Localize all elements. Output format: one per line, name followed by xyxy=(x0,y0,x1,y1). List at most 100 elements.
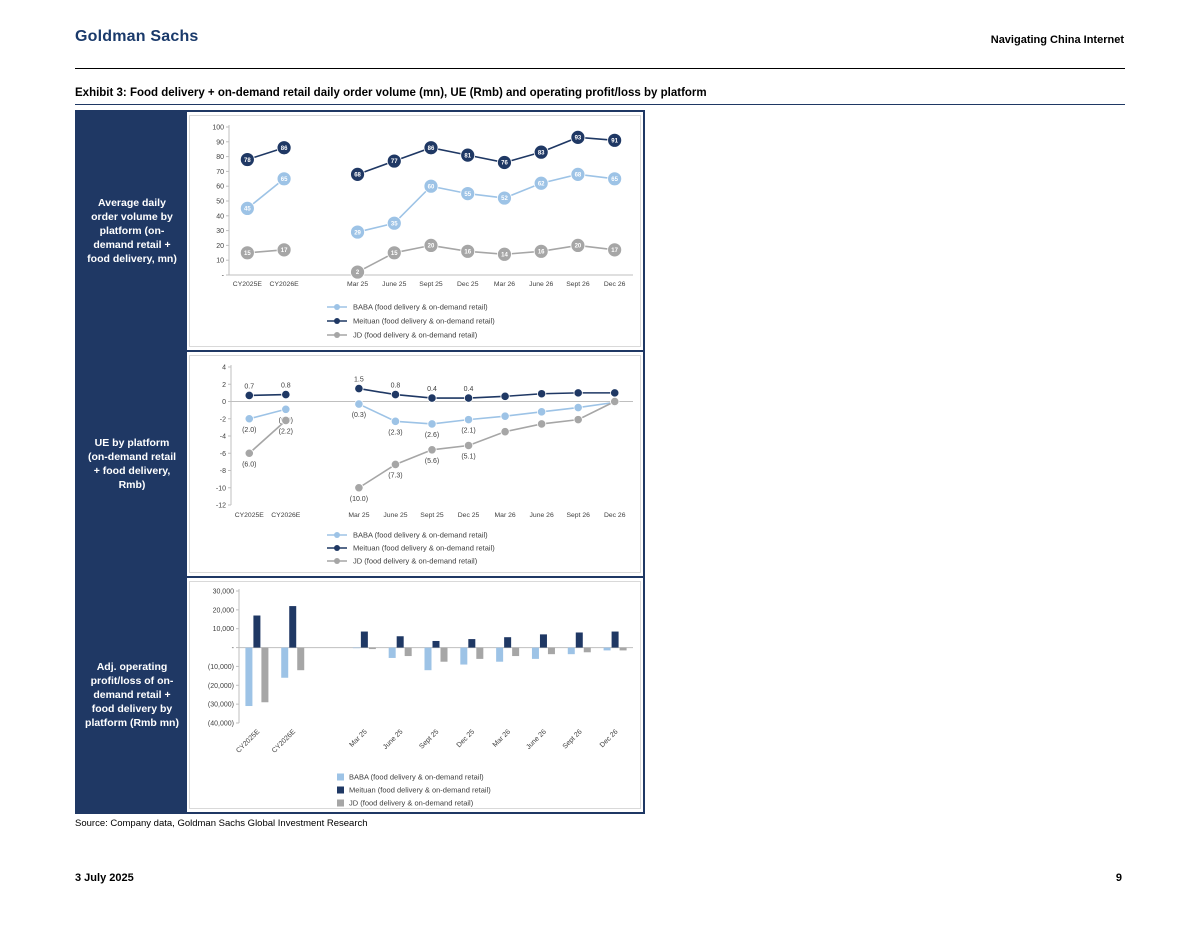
svg-text:10: 10 xyxy=(216,258,224,265)
svg-text:(0.3): (0.3) xyxy=(352,412,366,419)
svg-text:16: 16 xyxy=(464,250,471,256)
volume-line-chart: 100 90 80 70 60 50 40 30 20 10 - CY2025E CY2026E Mar … xyxy=(189,115,641,347)
svg-text:(40,000): (40,000) xyxy=(208,721,234,728)
svg-text:100: 100 xyxy=(212,125,224,132)
svg-text:(20,000): (20,000) xyxy=(208,683,234,690)
svg-text:Sept 25: Sept 25 xyxy=(419,281,443,288)
svg-text:(5.6): (5.6) xyxy=(425,458,439,465)
svg-text:91: 91 xyxy=(611,139,618,145)
svg-text:BABA (food delivery & on-deman: BABA (food delivery & on-demand retail) xyxy=(353,531,488,540)
svg-text:(2.0): (2.0) xyxy=(242,427,256,434)
svg-text:60: 60 xyxy=(216,184,224,191)
svg-text:16: 16 xyxy=(538,250,545,256)
svg-text:(5.1): (5.1) xyxy=(461,453,475,460)
svg-text:(30,000): (30,000) xyxy=(208,702,234,709)
series-meituan: 78 86 68 77 86 81 76 83 93 91 xyxy=(239,129,623,182)
exhibit-title-divider xyxy=(75,104,1125,105)
series-meituan: 0.7 0.8 1.5 0.8 0.4 0.4 xyxy=(244,377,620,403)
footer-page-number: 9 xyxy=(1115,872,1122,884)
svg-text:55: 55 xyxy=(464,192,471,198)
svg-text:Meituan (food delivery & on-de: Meituan (food delivery & on-demand retai… xyxy=(353,317,495,326)
svg-text:-2: -2 xyxy=(220,416,226,423)
header-divider xyxy=(75,68,1125,69)
y-axis: 100 90 80 70 60 50 40 30 20 10 - xyxy=(212,125,230,280)
profit-chart-area: 30,000 20,000 10,000 - (10,000) (20,000) (30,0… xyxy=(187,578,643,812)
svg-text:Meituan (food delivery & on-de: Meituan (food delivery & on-demand retai… xyxy=(353,544,495,553)
svg-text:-: - xyxy=(222,273,225,280)
svg-text:0: 0 xyxy=(222,399,226,406)
svg-text:-12: -12 xyxy=(216,503,226,510)
svg-text:Mar 25: Mar 25 xyxy=(348,512,369,519)
bars-meituan xyxy=(253,606,619,648)
svg-text:BABA (food delivery & on-deman: BABA (food delivery & on-demand retail) xyxy=(349,773,484,782)
profit-bar-chart: 30,000 20,000 10,000 - (10,000) (20,000) (30,0… xyxy=(189,581,641,809)
svg-text:June 26: June 26 xyxy=(530,512,554,519)
svg-text:2: 2 xyxy=(356,270,360,276)
series-jd: 15 17 2 15 20 16 14 16 20 17 xyxy=(239,237,623,280)
ue-line-chart: 4 2 0 -2 -4 -6 -8 -10 -12 CY2025E CY2026E Mar 25 Jun… xyxy=(189,355,641,573)
svg-text:10,000: 10,000 xyxy=(213,626,235,633)
svg-text:Sept 26: Sept 26 xyxy=(566,512,590,519)
svg-text:50: 50 xyxy=(216,199,224,206)
svg-text:81: 81 xyxy=(464,153,471,159)
svg-text:Sept 26: Sept 26 xyxy=(566,281,590,288)
svg-text:Meituan (food delivery & on-de: Meituan (food delivery & on-demand retai… xyxy=(349,786,491,795)
svg-text:45: 45 xyxy=(244,207,251,213)
svg-text:Sept 25: Sept 25 xyxy=(420,512,444,519)
svg-text:90: 90 xyxy=(216,139,224,146)
svg-text:-: - xyxy=(232,645,235,652)
svg-text:JD (food delivery & on-demand: JD (food delivery & on-demand retail) xyxy=(349,799,474,808)
svg-text:(2.6): (2.6) xyxy=(425,432,439,439)
svg-text:68: 68 xyxy=(575,173,582,179)
svg-text:CY2025E: CY2025E xyxy=(235,512,265,519)
svg-text:(10,000): (10,000) xyxy=(208,664,234,671)
svg-text:14: 14 xyxy=(501,252,508,258)
svg-text:1.5: 1.5 xyxy=(354,377,364,384)
svg-text:20: 20 xyxy=(575,244,582,250)
ue-chart-area: 4 2 0 -2 -4 -6 -8 -10 -12 CY2025E CY2026E Mar 25 Jun… xyxy=(187,352,643,576)
svg-text:0.8: 0.8 xyxy=(281,383,291,390)
svg-text:0.4: 0.4 xyxy=(464,386,474,393)
svg-text:62: 62 xyxy=(538,181,545,187)
svg-text:65: 65 xyxy=(281,177,288,183)
svg-text:June 25: June 25 xyxy=(383,512,407,519)
x-axis: CY2025E CY2026E Mar 25 June 25 Sept 25 Dec 25… xyxy=(229,274,633,288)
row-label-volume: Average daily order volume by platform (… xyxy=(77,112,187,350)
svg-text:CY2026E: CY2026E xyxy=(270,281,300,288)
svg-text:17: 17 xyxy=(611,248,618,254)
svg-text:20,000: 20,000 xyxy=(213,607,235,614)
svg-text:-8: -8 xyxy=(220,468,226,475)
svg-text:76: 76 xyxy=(501,161,508,167)
svg-text:Dec 25: Dec 25 xyxy=(458,512,480,519)
bars-baba xyxy=(245,647,611,707)
svg-text:CY2026E: CY2026E xyxy=(271,512,301,519)
svg-text:(7.3): (7.3) xyxy=(388,472,402,479)
y-axis: 30,000 20,000 10,000 - (10,000) (20,000) (30,0… xyxy=(208,589,240,728)
source-note: Source: Company data, Goldman Sachs Glob… xyxy=(75,818,368,829)
svg-text:(6.0): (6.0) xyxy=(242,461,256,468)
legend: BABA (food delivery & on-demand retail) M… xyxy=(327,531,495,566)
report-title: Navigating China Internet xyxy=(990,34,1124,46)
svg-text:CY2025E: CY2025E xyxy=(233,281,263,288)
svg-text:78: 78 xyxy=(244,158,251,164)
row-volume: Average daily order volume by platform (… xyxy=(77,112,643,350)
svg-text:BABA (food delivery & on-deman: BABA (food delivery & on-demand retail) xyxy=(353,303,488,312)
svg-text:(10.0): (10.0) xyxy=(350,496,368,503)
y-axis: 4 2 0 -2 -4 -6 -8 -10 -12 xyxy=(216,365,232,510)
svg-text:Dec 26: Dec 26 xyxy=(604,512,626,519)
svg-text:(2.1): (2.1) xyxy=(461,428,475,435)
series-jd: (6.0) (2.2) (10.0) (7.3) (5.6) (5.1) xyxy=(242,396,620,503)
svg-text:(2.2): (2.2) xyxy=(279,428,293,435)
svg-text:Mar 26: Mar 26 xyxy=(494,281,515,288)
svg-text:0.8: 0.8 xyxy=(391,383,401,390)
svg-text:30,000: 30,000 xyxy=(213,589,235,596)
exhibit-title: Exhibit 3: Food delivery + on-demand ret… xyxy=(75,87,707,99)
svg-text:83: 83 xyxy=(538,150,545,156)
svg-text:JD (food delivery & on-demand: JD (food delivery & on-demand retail) xyxy=(353,331,478,340)
svg-text:86: 86 xyxy=(281,146,288,152)
svg-text:JD (food delivery & on-demand: JD (food delivery & on-demand retail) xyxy=(353,557,478,566)
svg-text:June 26: June 26 xyxy=(529,281,553,288)
svg-text:93: 93 xyxy=(575,136,582,142)
svg-text:2: 2 xyxy=(222,382,226,389)
